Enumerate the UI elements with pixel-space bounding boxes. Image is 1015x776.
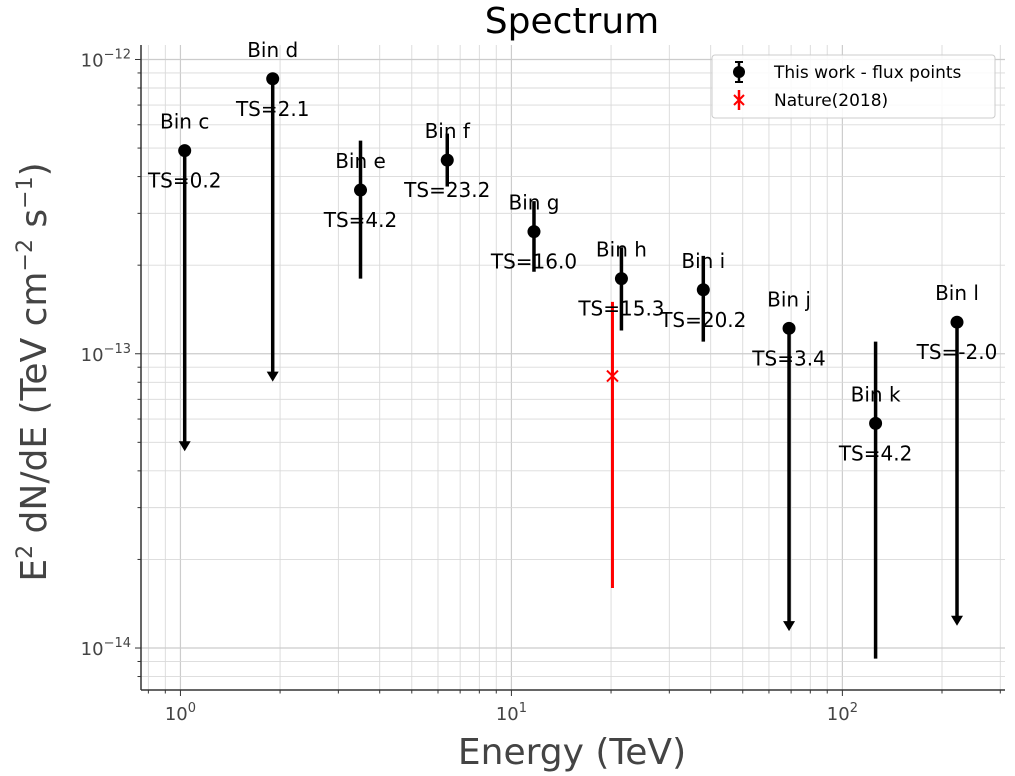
chart-title: Spectrum — [485, 1, 659, 42]
ts-label: TS=0.2 — [147, 169, 221, 193]
axes: 100 101 102 10−12 10−13 10−14 — [81, 45, 1005, 725]
bin-label: Bin i — [681, 249, 725, 273]
y-tick-label: 10−14 — [81, 636, 131, 660]
legend: This work - flux points Nature(2018) — [711, 54, 996, 119]
bin-label: Bin h — [596, 238, 647, 262]
flux-point-marker — [266, 72, 280, 86]
flux-point-marker — [440, 153, 454, 167]
ts-label: TS=3.4 — [751, 346, 825, 370]
upper-limit-arrowhead — [178, 441, 191, 452]
flux-point-marker — [527, 225, 541, 239]
legend-label-flux: This work - flux points — [773, 63, 962, 83]
bin-label: Bin g — [508, 191, 559, 215]
flux-point-marker — [782, 321, 796, 335]
ts-label: TS=4.2 — [838, 441, 912, 465]
y-tick-label: 10−13 — [81, 342, 131, 366]
x-tick-label: 101 — [496, 701, 527, 725]
ts-label: TS=4.2 — [323, 208, 397, 232]
flux-point-marker — [869, 416, 883, 430]
ts-label: TS=2.1 — [235, 97, 309, 121]
legend-box — [711, 54, 996, 119]
nature-2018-marker — [606, 369, 619, 383]
x-tick-label: 100 — [165, 701, 196, 725]
ts-label: TS=20.2 — [659, 308, 746, 332]
legend-label-nature: Nature(2018) — [774, 91, 888, 111]
flux-point-marker — [178, 144, 192, 158]
bin-label: Bin d — [247, 38, 298, 62]
bin-label: Bin e — [335, 149, 386, 173]
upper-limit-arrowhead — [951, 615, 964, 626]
flux-point-marker — [614, 272, 628, 286]
upper-limit-arrowhead — [266, 371, 279, 382]
legend-nature-marker-icon — [733, 94, 745, 106]
x-axis-label: Energy (TeV) — [458, 732, 686, 773]
bin-label: Bin f — [425, 119, 471, 143]
upper-limit-arrowhead — [783, 621, 796, 632]
bin-label: Bin k — [851, 382, 901, 406]
ts-label: TS=15.3 — [577, 297, 664, 321]
ts-label: TS=16.0 — [490, 250, 577, 274]
flux-point-marker — [696, 283, 710, 297]
ts-label: TS=23.2 — [403, 178, 490, 202]
flux-point-marker — [354, 183, 368, 197]
ts-label: TS=-2.0 — [916, 340, 998, 364]
y-tick-label: 10−12 — [81, 47, 131, 71]
bin-label: Bin j — [767, 287, 811, 311]
y-axis-label: E2 dN/dE (TeV cm−2 s−1) — [13, 162, 55, 581]
bin-label: Bin l — [935, 281, 979, 305]
data-series — [178, 72, 964, 659]
bin-label: Bin c — [160, 110, 209, 134]
annotations: Bin c TS=0.2 Bin d TS=2.1 Bin e TS=4.2 Bin f TS… — [147, 38, 997, 466]
x-tick-label: 102 — [827, 701, 858, 725]
flux-point-marker — [950, 315, 964, 329]
legend-flux-marker-icon — [733, 66, 745, 78]
